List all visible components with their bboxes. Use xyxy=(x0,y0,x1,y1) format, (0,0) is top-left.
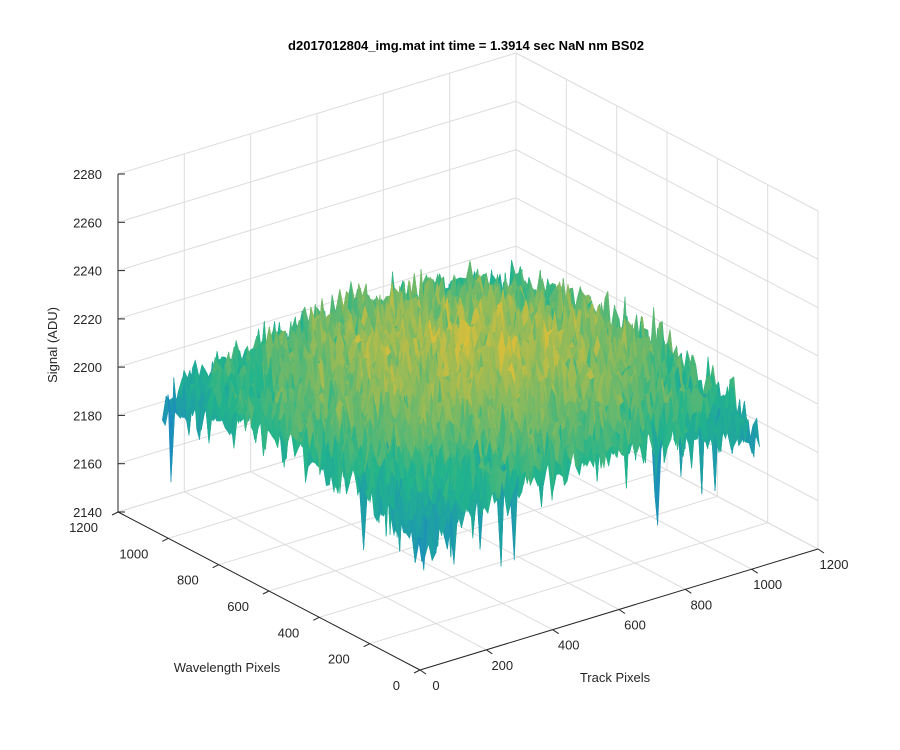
surface-mesh xyxy=(161,260,760,571)
grid-line xyxy=(319,495,718,618)
grid-lines xyxy=(117,52,819,671)
grid-line xyxy=(268,469,668,592)
grid-line xyxy=(369,522,768,645)
